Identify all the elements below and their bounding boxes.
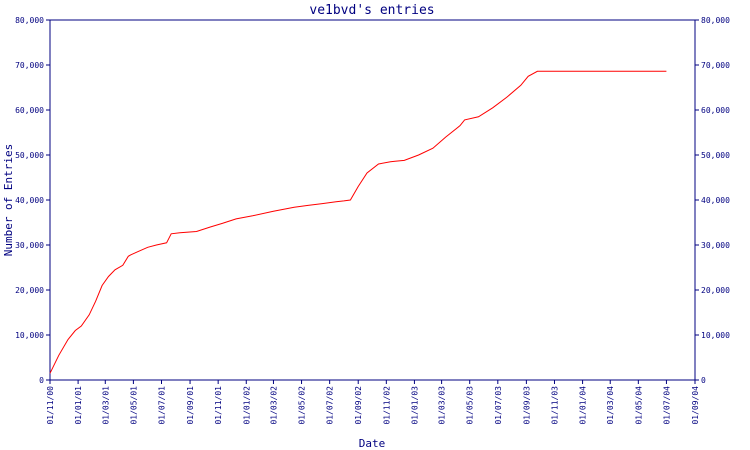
x-tick-label: 01/03/02	[269, 386, 278, 425]
x-tick-label: 01/07/04	[662, 386, 671, 425]
x-tick-label: 01/11/02	[382, 386, 391, 425]
y-tick-label-left: 80,000	[15, 16, 44, 25]
x-tick-label: 01/07/02	[326, 386, 335, 425]
y-tick-label-right: 60,000	[701, 106, 730, 115]
x-tick-label: 01/09/04	[691, 386, 700, 425]
y-tick-label-left: 10,000	[15, 331, 44, 340]
x-tick-label: 01/07/01	[157, 386, 166, 425]
y-tick-label-right: 10,000	[701, 331, 730, 340]
y-tick-label-right: 20,000	[701, 286, 730, 295]
y-tick-label-right: 70,000	[701, 61, 730, 70]
x-tick-label: 01/03/01	[101, 386, 110, 425]
y-tick-label-left: 70,000	[15, 61, 44, 70]
series-group	[49, 70, 667, 374]
x-tick-label: 01/01/01	[74, 386, 83, 425]
y-tick-label-right: 40,000	[701, 196, 730, 205]
x-tick-label: 01/03/03	[438, 386, 447, 425]
x-tick-label: 01/01/04	[579, 386, 588, 425]
series-line	[49, 70, 667, 374]
y-tick-label-left: 60,000	[15, 106, 44, 115]
x-tick-label: 01/11/01	[214, 386, 223, 425]
x-axis-label: Date	[359, 437, 386, 450]
y-tick-label-left: 50,000	[15, 151, 44, 160]
x-tick-label: 01/01/02	[242, 386, 251, 425]
chart-title: ve1bvd's entries	[309, 3, 434, 18]
y-tick-label-left: 40,000	[15, 196, 44, 205]
x-tick-label: 01/07/03	[494, 386, 503, 425]
x-tick-label: 01/01/03	[410, 386, 419, 425]
x-tick-label: 01/09/02	[354, 386, 363, 425]
y-tick-label-right: 0	[701, 376, 706, 385]
x-tick-label: 01/11/00	[46, 386, 55, 425]
y-tick-label-left: 0	[39, 376, 44, 385]
x-axis: 01/11/00 01/01/01 01/03/01 01/05/01 01/07/01…	[46, 380, 700, 425]
y-tick-label-left: 30,000	[15, 241, 44, 250]
x-tick-label: 01/09/03	[522, 386, 531, 425]
x-tick-label: 01/03/04	[606, 386, 615, 425]
y-axis-label: Number of Entries	[2, 144, 15, 257]
plot-area	[49, 19, 696, 381]
x-tick-label: 01/05/02	[298, 386, 307, 425]
y-tick-label-right: 30,000	[701, 241, 730, 250]
y-axis-right: 0 10,000 20,000 30,000 40,000 50,000 60,000 70,…	[695, 16, 730, 385]
x-tick-label: 01/05/01	[129, 386, 138, 425]
x-tick-label: 01/05/04	[634, 386, 643, 425]
y-tick-label-left: 20,000	[15, 286, 44, 295]
x-tick-label: 01/05/03	[466, 386, 475, 425]
x-tick-label: 01/09/01	[186, 386, 195, 425]
y-tick-label-right: 50,000	[701, 151, 730, 160]
y-tick-label-right: 80,000	[701, 16, 730, 25]
y-axis-left: 0 10,000 20,000 30,000 40,000 50,000 60,000 70,…	[15, 16, 50, 385]
x-tick-label: 01/11/03	[550, 386, 559, 425]
